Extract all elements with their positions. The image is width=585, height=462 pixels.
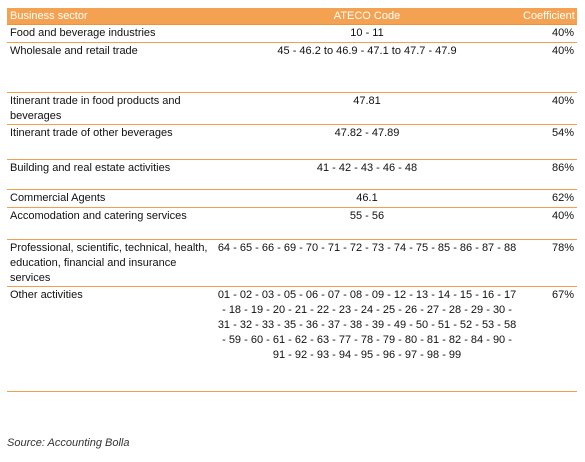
table-row: Commercial Agents 46.1 62% bbox=[7, 189, 577, 208]
ateco-code-cell: 55 - 56 bbox=[214, 207, 520, 240]
header-row: Business sector ATECO Code Coefficient bbox=[7, 8, 577, 25]
table-row: Building and real estate activities 41 -… bbox=[7, 159, 577, 190]
ateco-code-cell: 10 - 11 bbox=[214, 24, 520, 43]
header-business-sector: Business sector bbox=[7, 8, 214, 25]
sector-cell: Itinerant trade of other beverages bbox=[7, 124, 214, 160]
sector-cell: Food and beverage industries bbox=[7, 24, 214, 43]
coefficient-cell: 86% bbox=[520, 159, 577, 190]
sector-cell: Other activities bbox=[7, 286, 214, 392]
sector-cell: Itinerant trade in food products and bev… bbox=[7, 92, 214, 125]
table-body: Food and beverage industries 10 - 11 40%… bbox=[7, 24, 577, 392]
table-header: Business sector ATECO Code Coefficient bbox=[7, 8, 577, 25]
coefficient-cell: 67% bbox=[520, 286, 577, 392]
table-row: Accomodation and catering services 55 - … bbox=[7, 207, 577, 240]
ateco-code-cell: 47.82 - 47.89 bbox=[214, 124, 520, 160]
table-row: Professional, scientific, technical, hea… bbox=[7, 239, 577, 287]
ateco-code-cell: 01 - 02 - 03 - 05 - 06 - 07 - 08 - 09 - … bbox=[214, 286, 520, 392]
table-row: Wholesale and retail trade 45 - 46.2 to … bbox=[7, 42, 577, 93]
ateco-coefficient-table-container: Business sector ATECO Code Coefficient F… bbox=[7, 8, 577, 392]
ateco-coefficient-table: Business sector ATECO Code Coefficient F… bbox=[7, 8, 577, 392]
coefficient-cell: 78% bbox=[520, 239, 577, 287]
coefficient-cell: 40% bbox=[520, 207, 577, 240]
coefficient-cell: 40% bbox=[520, 42, 577, 93]
source-caption: Source: Accounting Bolla bbox=[7, 437, 130, 449]
coefficient-cell: 54% bbox=[520, 124, 577, 160]
table-row: Itinerant trade of other beverages 47.82… bbox=[7, 124, 577, 160]
sector-cell: Wholesale and retail trade bbox=[7, 42, 214, 93]
table-row: Food and beverage industries 10 - 11 40% bbox=[7, 24, 577, 43]
coefficient-cell: 40% bbox=[520, 92, 577, 125]
sector-cell: Professional, scientific, technical, hea… bbox=[7, 239, 214, 287]
coefficient-cell: 62% bbox=[520, 189, 577, 208]
header-ateco-code: ATECO Code bbox=[214, 8, 520, 25]
sector-cell: Commercial Agents bbox=[7, 189, 214, 208]
sector-cell: Accomodation and catering services bbox=[7, 207, 214, 240]
table-row: Itinerant trade in food products and bev… bbox=[7, 92, 577, 125]
ateco-code-cell: 64 - 65 - 66 - 69 - 70 - 71 - 72 - 73 - … bbox=[214, 239, 520, 287]
header-coefficient: Coefficient bbox=[520, 8, 577, 25]
ateco-code-cell: 47.81 bbox=[214, 92, 520, 125]
ateco-code-cell: 46.1 bbox=[214, 189, 520, 208]
ateco-code-cell: 41 - 42 - 43 - 46 - 48 bbox=[214, 159, 520, 190]
coefficient-cell: 40% bbox=[520, 24, 577, 43]
table-row: Other activities 01 - 02 - 03 - 05 - 06 … bbox=[7, 286, 577, 392]
sector-cell: Building and real estate activities bbox=[7, 159, 214, 190]
ateco-code-cell: 45 - 46.2 to 46.9 - 47.1 to 47.7 - 47.9 bbox=[214, 42, 520, 93]
